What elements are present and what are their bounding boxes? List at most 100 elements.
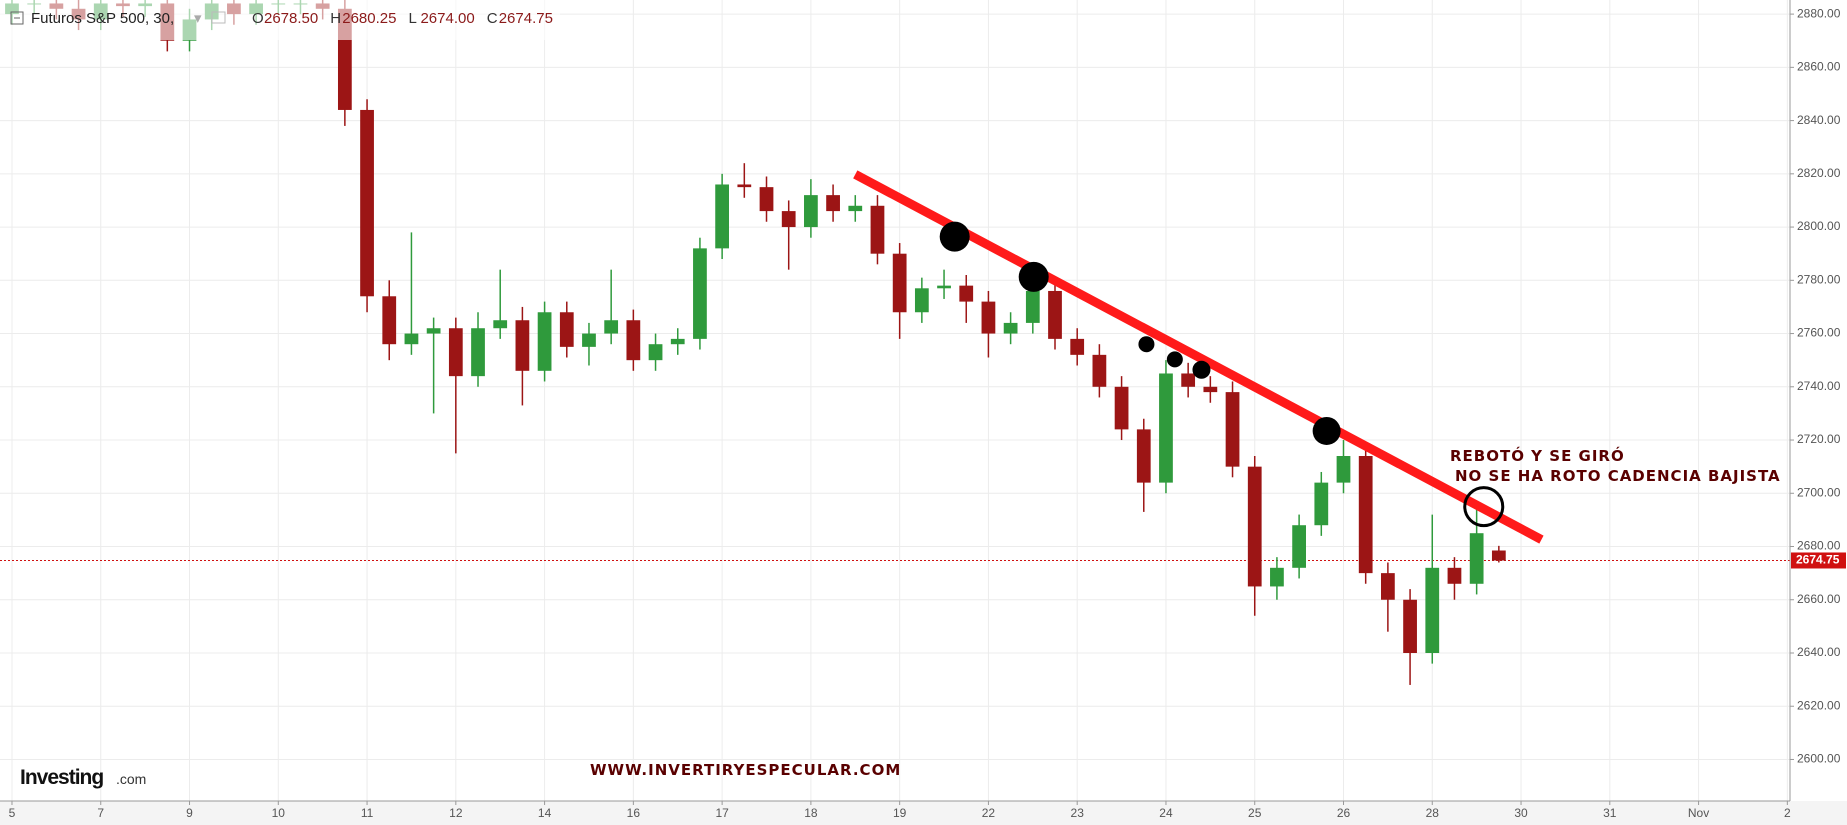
touch-marker [1312, 416, 1341, 445]
collapse-icon[interactable] [10, 11, 24, 25]
x-tick-label: 5 [9, 806, 16, 820]
candle-body [604, 320, 619, 334]
candle-body [1181, 373, 1196, 387]
candle-body [937, 285, 951, 289]
candle-body [1136, 429, 1151, 483]
candle-body [1314, 482, 1329, 526]
plot-area [5, 0, 1544, 685]
candle-body [559, 312, 574, 347]
y-tick-label: 2860.00 [1797, 60, 1841, 74]
ohlc-value: 2674.00 [420, 10, 474, 27]
x-tick-label: 24 [1159, 806, 1173, 820]
candle-body [1225, 392, 1240, 467]
x-tick-label: 7 [97, 806, 104, 820]
x-tick-label: 26 [1337, 806, 1351, 820]
candle-body [1247, 466, 1262, 587]
candle-body [1159, 373, 1173, 483]
logo-suffix: .com [116, 771, 146, 787]
candle-body [515, 320, 530, 371]
trendline [853, 170, 1544, 544]
y-tick-label: 2600.00 [1797, 752, 1841, 766]
candle-body [1114, 386, 1129, 430]
candle-body [471, 328, 485, 377]
candle-body [1425, 567, 1440, 653]
candle-body [1292, 525, 1306, 568]
x-tick-label: 14 [538, 806, 552, 820]
x-tick-label: 2 [1784, 806, 1791, 820]
candle-body [737, 184, 752, 188]
touch-marker [1166, 351, 1183, 368]
y-tick-label: 2820.00 [1797, 166, 1841, 180]
x-tick-label: 9 [186, 806, 193, 820]
y-tick-label: 2700.00 [1797, 485, 1841, 499]
annotation: REBOTÓ Y SE GIRÓ [1450, 446, 1625, 465]
candle-body [426, 328, 441, 334]
candle-body [1070, 338, 1085, 355]
y-tick-label: 2740.00 [1797, 379, 1841, 393]
x-tick-label: 19 [893, 806, 907, 820]
symbol-title: Futuros S&P 500, 30, [31, 10, 174, 27]
candle-body [360, 109, 374, 297]
touch-marker [939, 221, 970, 252]
x-tick-label: 25 [1248, 806, 1262, 820]
x-tick-label: 30 [1514, 806, 1528, 820]
candle-body [648, 344, 663, 361]
x-tick-label: 17 [715, 806, 729, 820]
touch-marker [1138, 336, 1155, 353]
ohlc-header: O 2678.50 H 2680.25 L 2674.00 C 2674.75 [252, 10, 553, 27]
candle-body [1491, 550, 1506, 561]
x-tick-label: Nov [1688, 806, 1709, 820]
candle-body [914, 288, 929, 313]
ohlc-value: 2674.75 [499, 10, 553, 27]
y-tick-label: 2800.00 [1797, 219, 1841, 233]
dropdown-caret[interactable]: ▾ [194, 10, 202, 27]
candle-body [1203, 386, 1218, 393]
ohlc-key: H [330, 10, 341, 27]
y-tick-label: 2720.00 [1797, 432, 1841, 446]
candle-body [1048, 290, 1062, 339]
candle-body [1092, 354, 1107, 387]
y-tick-label: 2760.00 [1797, 326, 1841, 340]
candle-body [959, 285, 974, 302]
ohlc-key: L [408, 10, 416, 27]
candle-body [537, 312, 552, 371]
x-tick-label: 16 [627, 806, 641, 820]
candle-body [759, 187, 774, 212]
candle-body [848, 205, 863, 212]
candle-body [404, 333, 419, 345]
y-tick-label: 2660.00 [1797, 592, 1841, 606]
x-tick-label: 31 [1603, 806, 1617, 820]
candle-body [1003, 322, 1018, 334]
y-tick-label: 2680.00 [1797, 539, 1841, 553]
y-tick-label: 2880.00 [1797, 6, 1841, 20]
x-tick-label: 28 [1426, 806, 1440, 820]
candle-body [670, 338, 685, 345]
x-tick-label: 12 [449, 806, 463, 820]
last-price-box [1791, 552, 1846, 569]
candle-body [981, 301, 996, 334]
candle-body [1469, 533, 1484, 584]
candle-body [892, 253, 907, 313]
candle-body [1403, 599, 1417, 653]
candle-body [870, 205, 885, 254]
x-tick-label: 11 [361, 806, 374, 820]
ohlc-value: 2678.50 [264, 10, 318, 27]
candle-body [1358, 456, 1373, 574]
candle-body [781, 211, 796, 228]
candle-body [715, 184, 730, 249]
candle-body [626, 320, 641, 361]
y-tick-label: 2640.00 [1797, 645, 1841, 659]
touch-marker [1018, 261, 1049, 292]
x-tick-label: 18 [804, 806, 818, 820]
x-tick-label: 10 [272, 806, 286, 820]
settings-icon[interactable] [211, 11, 226, 24]
y-tick-label: 2840.00 [1797, 113, 1841, 127]
header-backdrop [0, 0, 560, 40]
y-tick-label: 2780.00 [1797, 272, 1841, 286]
candle-body [493, 320, 508, 329]
grid [0, 0, 1790, 801]
candle-body [826, 195, 840, 212]
